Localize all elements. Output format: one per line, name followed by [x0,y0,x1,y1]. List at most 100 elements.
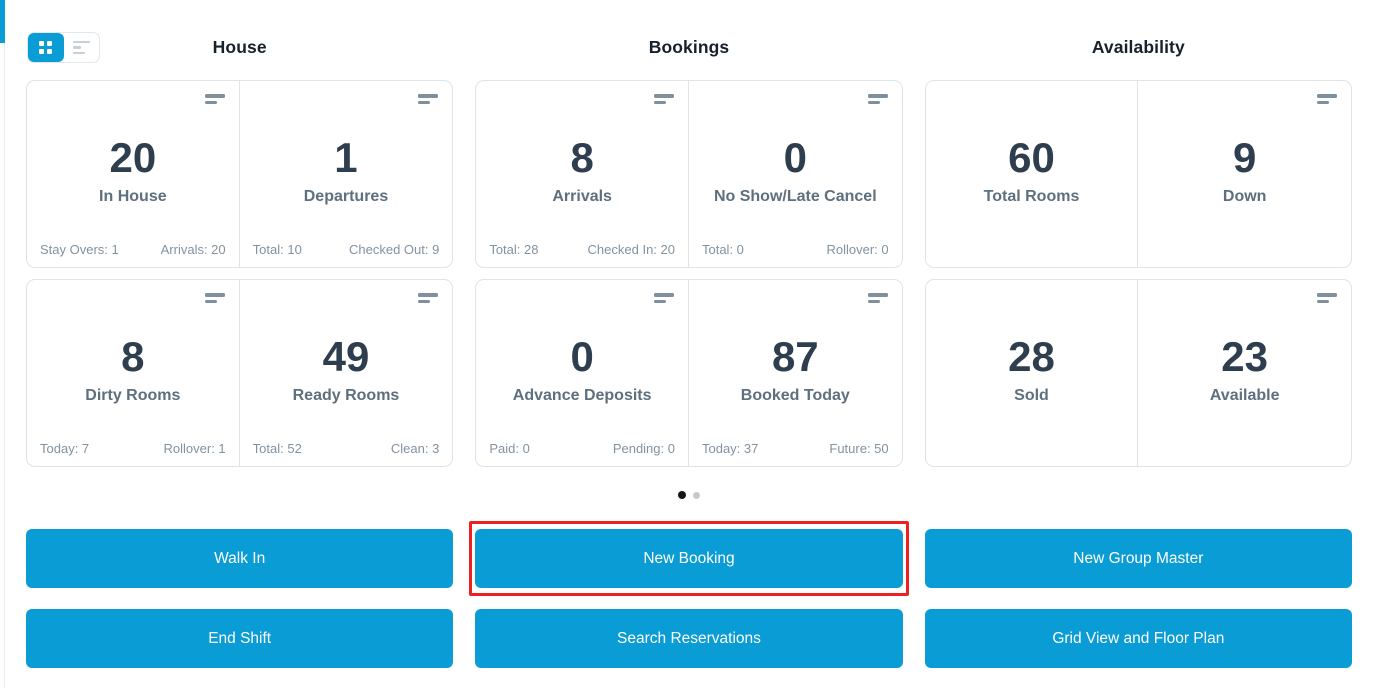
stat-footer: Total: 28 Checked In: 20 [489,242,675,257]
stat-card-departures: 1 Departures Total: 10 Checked Out: 9 [240,81,453,267]
section-title-house: House [212,37,267,57]
stat-label: Ready Rooms [292,387,400,405]
stat-footer-left: Total: 28 [489,242,539,257]
carousel-pagination [26,490,1352,500]
panel-bookings: 8 Arrivals Total: 28 Checked In: 20 0 No… [475,80,903,467]
stat-footer: Today: 37 Future: 50 [702,441,889,456]
stat-card-advance-deposits: 0 Advance Deposits Paid: 0 Pending: 0 [476,280,689,466]
stat-footer: Total: 10 Checked Out: 9 [253,242,440,257]
pagination-dot-1[interactable] [678,491,686,499]
stat-panels: 20 In House Stay Overs: 1 Arrivals: 20 1… [26,80,1352,467]
bookings-row-1: 8 Arrivals Total: 28 Checked In: 20 0 No… [475,80,903,268]
stat-value: 8 [121,332,145,380]
card-menu-icon[interactable] [867,293,888,303]
stat-value: 1 [334,133,358,181]
stat-card-in-house: 20 In House Stay Overs: 1 Arrivals: 20 [27,81,240,267]
stat-footer: Total: 52 Clean: 3 [253,441,440,456]
section-title-availability: Availability [1091,37,1185,57]
stat-card-available: 23 Available [1138,280,1351,466]
availability-row-2: 28 Sold 23 Available [924,279,1352,467]
stat-label: No Show/Late Cancel [713,188,877,206]
card-menu-icon[interactable] [867,94,888,104]
bookings-row-2: 0 Advance Deposits Paid: 0 Pending: 0 87… [475,279,903,467]
walk-in-button[interactable]: Walk In [26,529,454,588]
stat-card-no-show-late-cancel: 0 No Show/Late Cancel Total: 0 Rollover:… [689,81,902,267]
card-menu-icon[interactable] [653,94,674,104]
stat-value: 49 [322,332,370,380]
stat-label: Advance Deposits [512,387,652,405]
stat-label: Booked Today [740,387,850,405]
stat-label: Arrivals [552,188,612,206]
stat-footer: Stay Overs: 1 Arrivals: 20 [40,242,226,257]
house-row-1: 20 In House Stay Overs: 1 Arrivals: 20 1… [26,80,454,268]
stat-card-down: 9 Down [1138,81,1351,267]
card-menu-icon[interactable] [653,293,674,303]
end-shift-button[interactable]: End Shift [26,609,454,668]
stat-footer: Paid: 0 Pending: 0 [489,441,675,456]
stat-card-arrivals: 8 Arrivals Total: 28 Checked In: 20 [476,81,689,267]
new-booking-wrap: New Booking [469,521,909,596]
search-reservations-wrap: Search Reservations [475,609,903,668]
stat-label: Down [1222,188,1267,206]
left-divider [4,43,5,688]
stat-footer-left: Total: 52 [252,441,302,456]
card-menu-icon[interactable] [204,293,225,303]
stat-label: Available [1209,387,1280,405]
grid-view-icon [39,41,53,54]
list-view-button[interactable] [64,33,100,62]
accent-bar [0,0,5,43]
stat-value: 28 [1008,332,1055,380]
new-booking-button[interactable]: New Booking [475,529,903,588]
stat-value: 87 [771,332,819,380]
stat-footer-right: Checked Out: 9 [348,242,440,257]
stat-card-ready-rooms: 49 Ready Rooms Total: 52 Clean: 3 [240,280,453,466]
panel-availability: 60 Total Rooms 9 Down 28 Sold 23 Availab [924,80,1352,467]
end-shift-wrap: End Shift [26,609,454,668]
new-group-master-button[interactable]: New Group Master [924,529,1352,588]
grid-view-floor-plan-button[interactable]: Grid View and Floor Plan [924,609,1352,668]
stat-footer-left: Today: 7 [40,441,90,456]
walk-in-wrap: Walk In [26,529,454,588]
stat-label: In House [99,188,167,206]
pagination-dot-2[interactable] [693,491,700,499]
card-menu-icon[interactable] [1317,293,1337,303]
stat-footer-right: Checked In: 20 [587,242,675,257]
stat-footer-right: Rollover: 1 [163,441,226,456]
stat-label: Departures [303,188,389,206]
stat-footer-right: Rollover: 0 [826,242,889,257]
stat-footer-left: Total: 10 [252,242,302,257]
stat-value: 0 [783,133,807,181]
new-group-master-wrap: New Group Master [924,529,1352,588]
grid-view-button[interactable] [28,33,64,62]
stat-label: Total Rooms [983,188,1080,206]
card-menu-icon[interactable] [418,293,439,303]
card-menu-icon[interactable] [204,94,225,104]
stat-footer-left: Total: 0 [701,242,744,257]
header-row: House Bookings Availability [26,32,1352,63]
stat-footer-right: Arrivals: 20 [160,242,226,257]
stat-label: Dirty Rooms [85,387,181,405]
section-title-bookings: Bookings [648,37,730,57]
stat-value: 8 [570,133,594,181]
dashboard: House Bookings Availability 20 In House … [26,0,1352,668]
stat-value: 60 [1008,133,1055,181]
stat-value: 0 [570,332,594,380]
card-menu-icon[interactable] [1317,94,1337,104]
stat-footer-right: Clean: 3 [390,441,440,456]
stat-value: 9 [1232,133,1257,181]
action-buttons: Walk In New Booking New Group Master End… [26,521,1352,668]
card-menu-icon[interactable] [418,94,439,104]
availability-row-1: 60 Total Rooms 9 Down [924,80,1352,268]
stat-footer-left: Today: 37 [701,441,759,456]
list-view-icon [72,40,90,55]
view-toggle [27,32,100,63]
stat-card-dirty-rooms: 8 Dirty Rooms Today: 7 Rollover: 1 [27,280,240,466]
stat-footer-right: Pending: 0 [612,441,675,456]
stat-value: 23 [1221,332,1269,380]
stat-card-total-rooms: 60 Total Rooms [926,81,1139,267]
stat-value: 20 [109,133,157,181]
stat-footer: Today: 7 Rollover: 1 [40,441,226,456]
stat-card-sold: 28 Sold [926,280,1139,466]
search-reservations-button[interactable]: Search Reservations [475,609,903,668]
stat-footer-right: Future: 50 [829,441,889,456]
